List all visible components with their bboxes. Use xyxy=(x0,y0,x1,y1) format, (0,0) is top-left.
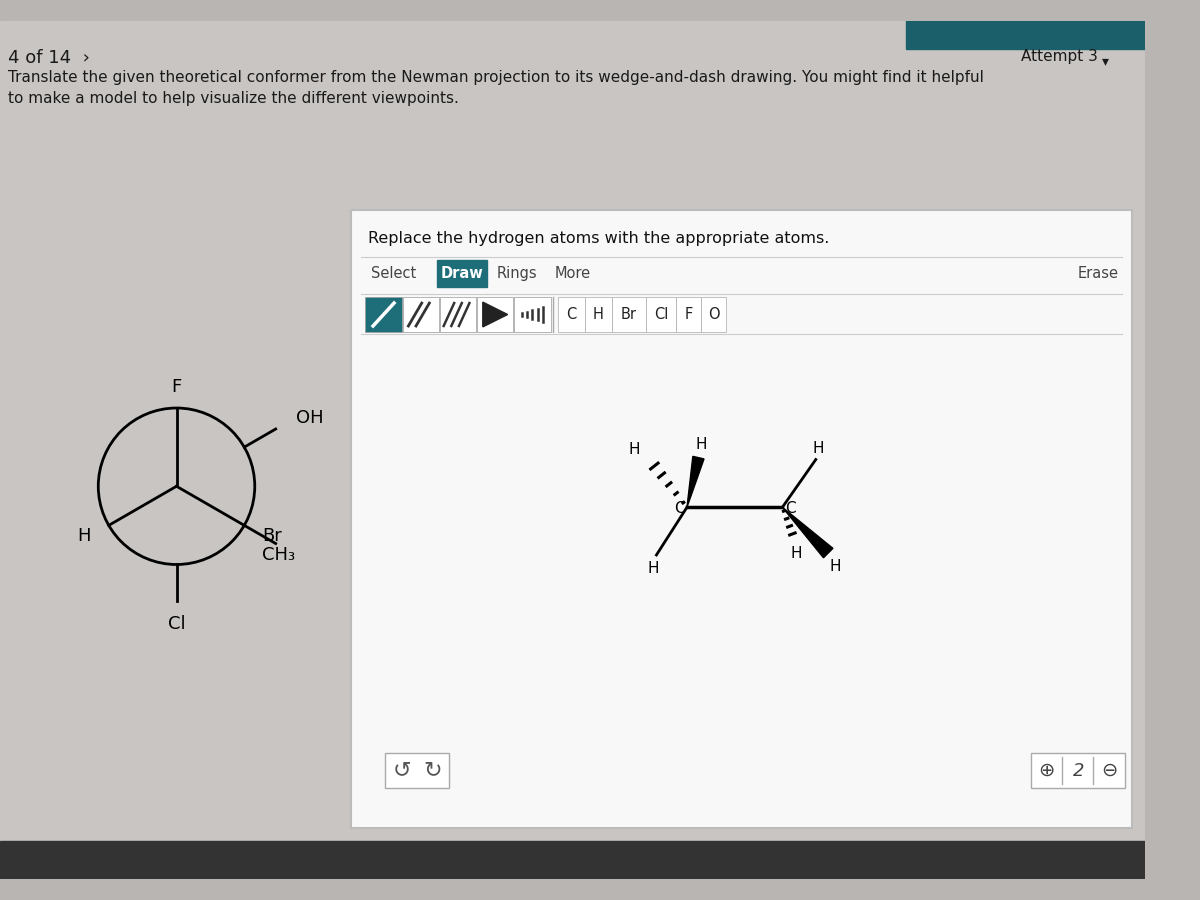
Bar xyxy=(384,753,449,788)
Polygon shape xyxy=(686,456,704,508)
Text: H: H xyxy=(829,559,841,574)
Text: H: H xyxy=(648,561,659,576)
Text: H: H xyxy=(77,526,90,544)
Text: CH₃: CH₃ xyxy=(263,546,295,564)
Text: Br: Br xyxy=(620,307,637,322)
Text: ▾: ▾ xyxy=(1102,54,1109,68)
Text: H: H xyxy=(812,441,824,455)
Text: Select: Select xyxy=(372,266,416,281)
Bar xyxy=(366,297,402,332)
Text: H: H xyxy=(790,545,802,561)
Text: ⊕: ⊕ xyxy=(1038,761,1055,780)
Text: F: F xyxy=(172,378,181,396)
Text: H: H xyxy=(593,307,604,322)
Text: OH: OH xyxy=(295,409,323,427)
Text: F: F xyxy=(685,307,694,322)
Text: 2: 2 xyxy=(1073,761,1084,779)
Bar xyxy=(701,297,726,332)
Text: 4 of 14  ›: 4 of 14 › xyxy=(7,50,90,68)
Text: Br: Br xyxy=(263,526,282,544)
Text: C: C xyxy=(785,500,796,516)
Text: H: H xyxy=(696,436,707,452)
Text: Draw: Draw xyxy=(440,266,484,281)
Text: C: C xyxy=(566,307,577,322)
Text: Erase: Erase xyxy=(1078,266,1118,281)
Text: C: C xyxy=(674,500,685,516)
Bar xyxy=(352,210,1132,828)
Text: Cl: Cl xyxy=(654,307,668,322)
Bar xyxy=(478,297,514,332)
Bar xyxy=(403,297,439,332)
Bar xyxy=(584,297,612,332)
Text: Translate the given theoretical conformer from the Newman projection to its wedg: Translate the given theoretical conforme… xyxy=(7,70,984,86)
Text: ↻: ↻ xyxy=(422,760,442,780)
Bar xyxy=(906,21,1145,50)
Text: to make a model to help visualize the different viewpoints.: to make a model to help visualize the di… xyxy=(7,91,458,106)
Text: Rings: Rings xyxy=(497,266,538,281)
Text: ↺: ↺ xyxy=(392,760,412,780)
Text: ⊖: ⊖ xyxy=(1102,761,1118,780)
Polygon shape xyxy=(482,302,508,327)
Bar xyxy=(677,297,701,332)
Text: Replace the hydrogen atoms with the appropriate atoms.: Replace the hydrogen atoms with the appr… xyxy=(368,230,829,246)
Text: Cl: Cl xyxy=(168,615,185,633)
Bar xyxy=(437,260,487,287)
Bar xyxy=(612,297,646,332)
Bar xyxy=(440,297,476,332)
Bar xyxy=(646,297,677,332)
Text: H: H xyxy=(629,443,641,457)
Text: Attempt 3: Attempt 3 xyxy=(1021,50,1098,64)
Bar xyxy=(515,297,551,332)
Bar xyxy=(0,842,1145,879)
Polygon shape xyxy=(782,508,833,558)
Text: More: More xyxy=(554,266,590,281)
Bar xyxy=(558,297,584,332)
Bar xyxy=(1032,753,1124,788)
Text: O: O xyxy=(708,307,720,322)
